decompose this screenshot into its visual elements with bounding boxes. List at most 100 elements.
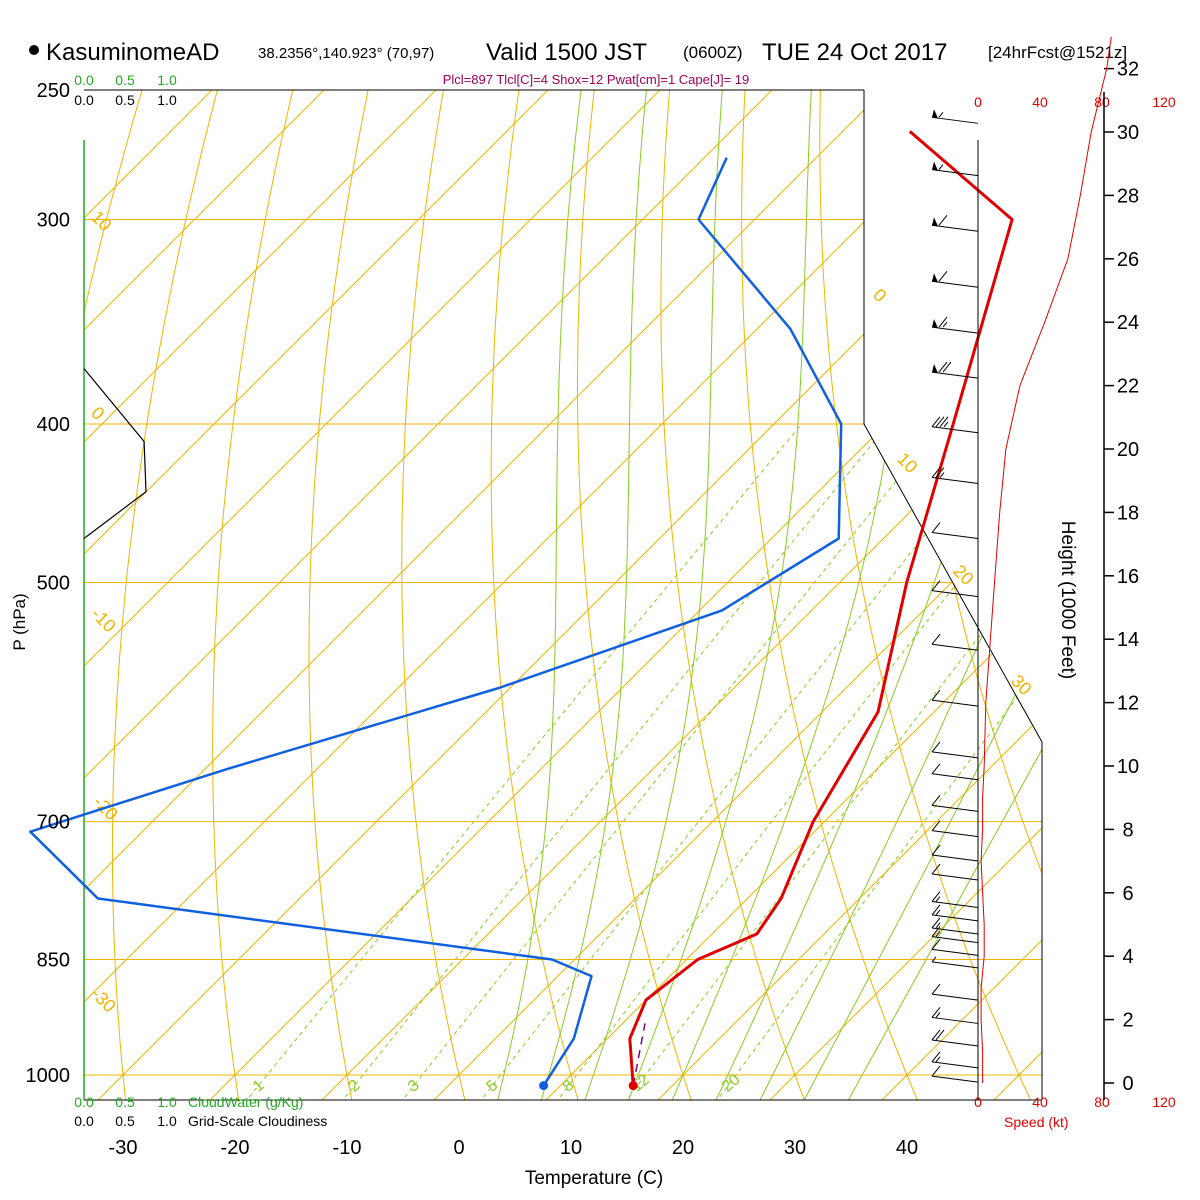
wind-barb — [931, 854, 979, 862]
plot-frame — [83, 89, 1043, 1101]
wind-barb-half-flag — [935, 909, 941, 916]
wind-barb-flag — [931, 689, 941, 701]
speed-bottom-tick: 40 — [1032, 1094, 1048, 1110]
speed-axis-label: Speed (kt) — [1004, 1114, 1069, 1130]
station-coords: 38.2356°,140.923° (70,97) — [258, 45, 434, 62]
height-tick-label: 14 — [1117, 629, 1139, 651]
wind-barb — [931, 371, 979, 379]
dry-adiabat-line — [576, 90, 707, 1100]
wind-barb — [931, 169, 979, 177]
plot-border-right — [863, 90, 1043, 1100]
wind-barb-flag — [938, 361, 948, 373]
wind-barb — [931, 901, 979, 909]
isotherm-line — [84, 90, 1042, 1100]
wind-barb — [931, 773, 979, 781]
wind-barb — [931, 830, 979, 838]
mixing-ratio-line — [334, 423, 889, 1100]
wind-barb-flag — [931, 416, 941, 428]
wind-barb — [931, 426, 979, 434]
wind-barb-flag — [931, 904, 941, 916]
moist-adiabat-line — [781, 90, 1042, 1100]
cloudwater-bottom-label: 1.0 — [157, 1094, 177, 1110]
wind-barb — [931, 280, 979, 288]
wind-barb-half-flag — [938, 164, 944, 170]
pressure-tick-label: 400 — [37, 414, 70, 436]
wind-barb-flag — [931, 863, 941, 875]
dry-adiabat-line — [111, 90, 226, 1100]
isotherm-line — [390, 90, 1042, 1100]
valid-date: TUE 24 Oct 2017 — [762, 39, 947, 66]
cloudwater-top-label: 0.5 — [115, 72, 135, 88]
wind-barb — [931, 961, 979, 969]
wind-barb — [931, 804, 979, 812]
moist-adiabat-line — [824, 90, 1042, 1100]
height-tick-label: 2 — [1122, 1010, 1133, 1032]
wind-barb-flag — [931, 795, 941, 806]
surface-dewpoint-dot-icon — [539, 1081, 549, 1091]
dry-adiabat-line — [741, 90, 937, 1100]
pressure-tick-label: 850 — [37, 950, 70, 972]
wind-barb-half-flag — [935, 922, 941, 929]
pressure-tick-label: 1000 — [26, 1065, 71, 1087]
dry-adiabat-line — [1119, 61, 1200, 1143]
isotherm-line — [84, 90, 354, 1100]
wind-barb-flag — [931, 939, 941, 950]
dry-adiabat-line — [212, 90, 301, 1100]
isotherm-line — [278, 90, 1042, 1100]
wind-barb — [931, 590, 979, 598]
isotherm-line — [614, 90, 1042, 1100]
wind-barb-flag — [939, 416, 949, 428]
moist-adiabat-line — [486, 90, 586, 1100]
wind-barb-flag — [931, 1065, 941, 1077]
wind-barb-flag — [942, 361, 952, 373]
wind-barb — [931, 326, 979, 334]
cloudiness-top-label: 0.5 — [115, 92, 135, 108]
temperature-tick-label: -10 — [333, 1137, 362, 1159]
moist-adiabat-line — [738, 90, 1042, 1100]
mixing-ratio-label: 1 — [250, 1077, 268, 1096]
wind-barb-flag — [931, 741, 941, 753]
mixing-ratio-label: 2 — [346, 1077, 364, 1096]
isotherm-label: -10 — [87, 604, 120, 637]
temperature-tick-label: 0 — [453, 1137, 464, 1159]
wind-barb — [931, 751, 979, 759]
wind-barb — [931, 914, 979, 922]
wind-barb — [931, 927, 979, 935]
isotherm-line — [838, 90, 1042, 1100]
wind-barb-pennant — [932, 109, 938, 119]
wind-barb — [931, 699, 979, 707]
wind-barb-half-flag — [942, 321, 948, 328]
forecast-info: [24hrFcst@1521z] — [988, 43, 1127, 62]
moist-adiabat-line — [653, 90, 918, 1100]
cloudiness-top-label: 0.0 — [74, 92, 94, 108]
mixing-ratio-line — [238, 423, 802, 1100]
valid-time: Valid 1500 JST — [486, 39, 647, 66]
wind-barb-pennant — [932, 319, 938, 329]
height-tick-label: 22 — [1117, 376, 1139, 398]
moist-adiabat-line — [569, 90, 725, 1100]
isotherm-line — [84, 90, 1026, 1100]
cloudwater-top-label: 1.0 — [157, 72, 177, 88]
cloudwater-label: CloudWater (g/Kg) — [188, 1094, 303, 1110]
cloudwater-bottom-label: 0.0 — [74, 1094, 94, 1110]
wind-barb-flag — [931, 467, 941, 478]
speed-top-tick: 80 — [1094, 94, 1110, 110]
mixing-ratio-label: 5 — [484, 1077, 502, 1096]
parcel-line — [632, 1023, 646, 1086]
wind-barb-flag — [931, 763, 941, 775]
dry-adiabat-line — [308, 90, 375, 1100]
cloudiness-line — [83, 368, 147, 539]
speed-top-tick: 40 — [1032, 94, 1048, 110]
wind-barb-flag — [935, 467, 945, 478]
wind-barb-flag — [931, 1007, 941, 1018]
speed-top-tick: 120 — [1152, 94, 1176, 110]
height-tick-label: 18 — [1117, 502, 1139, 524]
wind-barb — [931, 532, 979, 540]
wind-barb-pennant — [932, 217, 938, 227]
height-tick-label: 26 — [1117, 249, 1139, 271]
dry-adiabat-line — [84, 90, 152, 1100]
wind-barb-half-flag — [935, 1056, 941, 1063]
wind-barb-flag — [931, 891, 941, 902]
